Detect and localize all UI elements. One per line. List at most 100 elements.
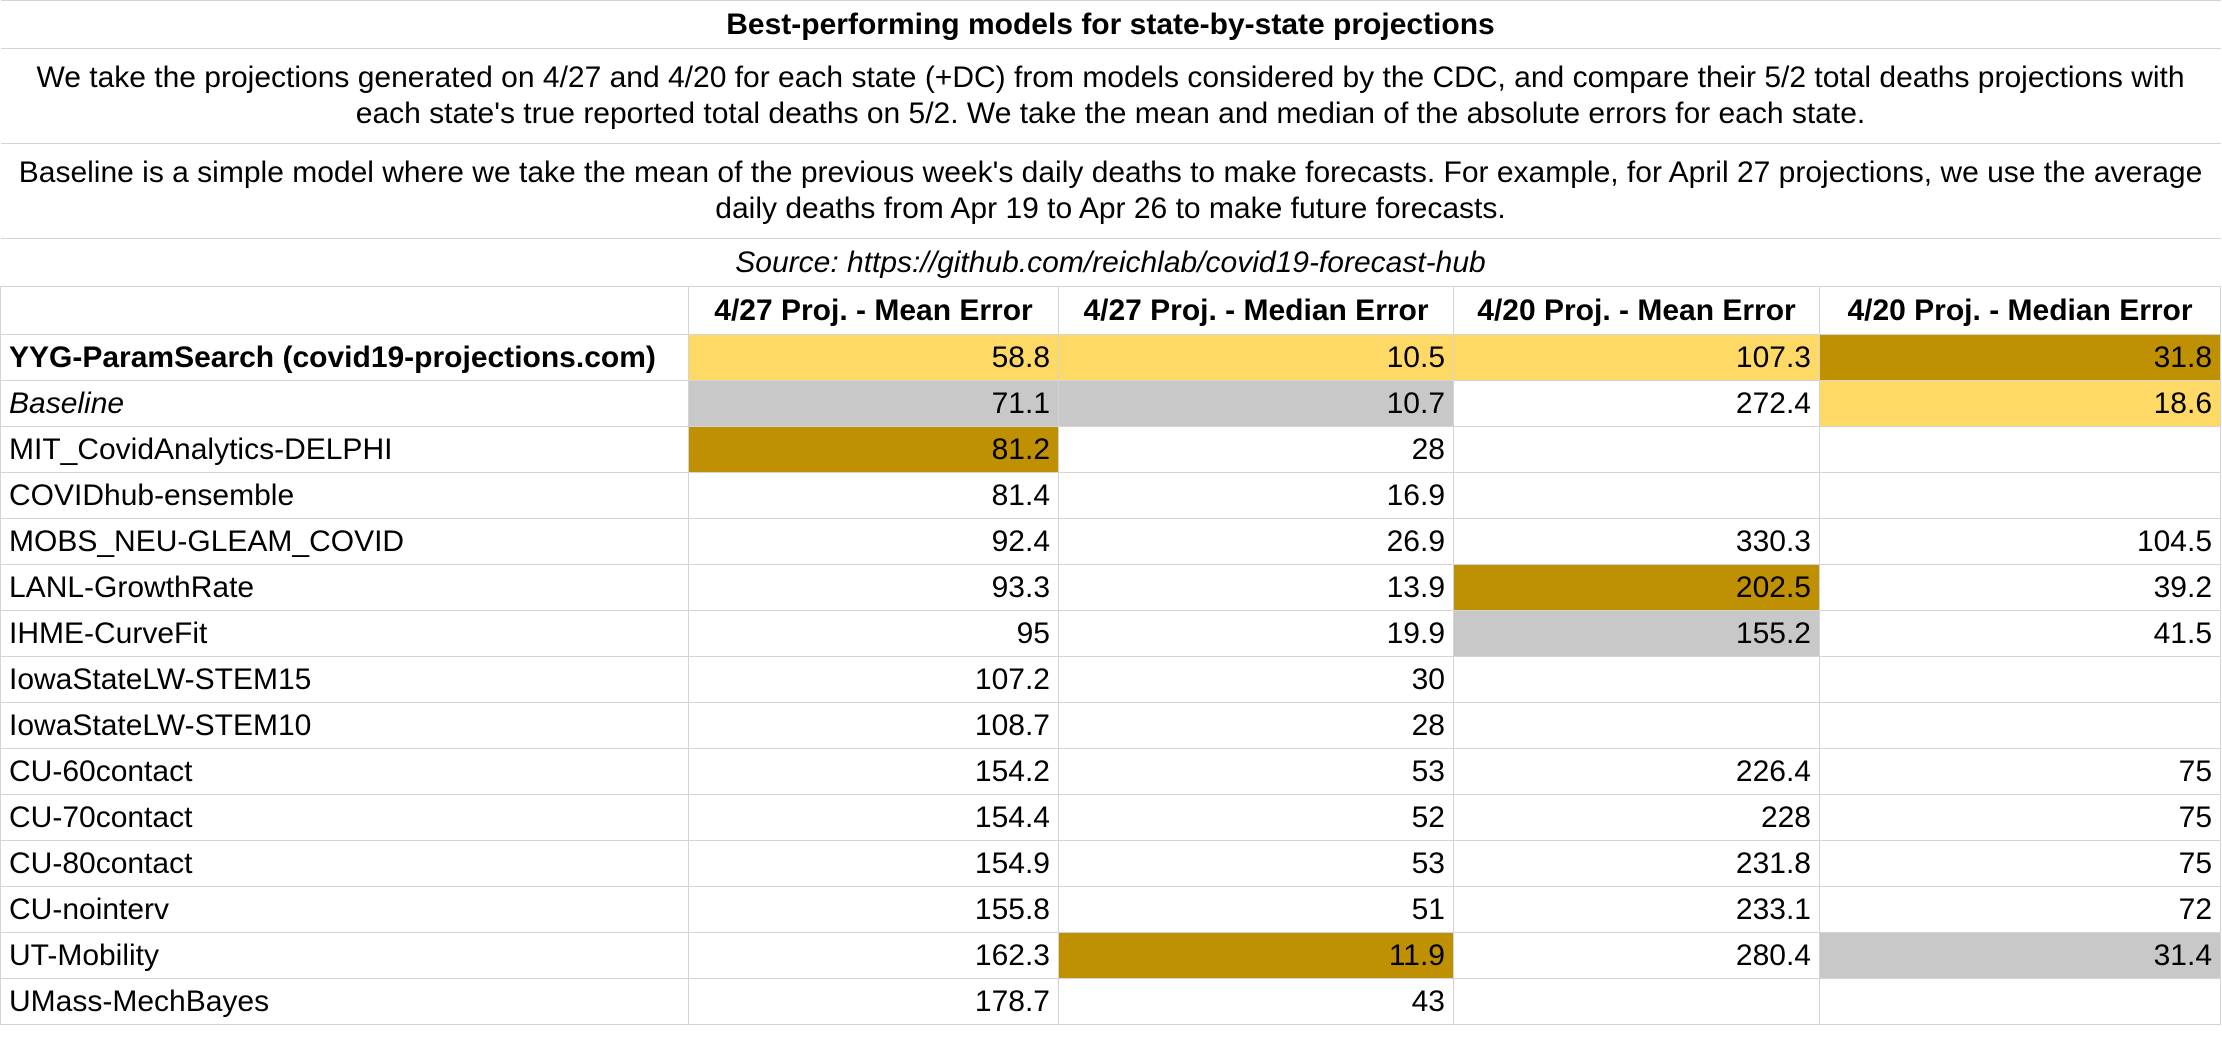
0427-median-error-cell[interactable]: 28: [1058, 702, 1454, 749]
0420-median-error-cell[interactable]: 75: [1818, 794, 2222, 841]
0420-median-error-cell[interactable]: 18.6: [1818, 380, 2222, 427]
0427-median-error-cell[interactable]: 11.9: [1058, 932, 1454, 979]
0427-mean-error-cell[interactable]: 81.4: [688, 472, 1059, 519]
0420-mean-error-cell[interactable]: [1453, 702, 1820, 749]
0427-mean-error-cell[interactable]: 155.8: [688, 886, 1059, 933]
0427-mean-error-cell[interactable]: 107.2: [688, 656, 1059, 703]
model-name-cell[interactable]: CU-80contact: [0, 840, 689, 887]
0427-median-error-cell[interactable]: 26.9: [1058, 518, 1454, 565]
0420-median-error-cell[interactable]: 41.5: [1818, 610, 2222, 657]
0420-median-error-cell[interactable]: 75: [1818, 748, 2222, 795]
0420-median-error-cell[interactable]: 104.5: [1818, 518, 2222, 565]
0427-median-error-cell[interactable]: 16.9: [1058, 472, 1454, 519]
0427-median-error-cell[interactable]: 43: [1058, 978, 1454, 1025]
model-name-cell[interactable]: UT-Mobility: [0, 932, 689, 979]
0427-median-error-cell[interactable]: 52: [1058, 794, 1454, 841]
0420-median-error-cell[interactable]: 39.2: [1818, 564, 2222, 611]
0427-mean-error-cell[interactable]: 178.7: [688, 978, 1059, 1025]
source-citation[interactable]: Source: https://github.com/reichlab/covi…: [0, 238, 2221, 287]
0420-mean-error-cell[interactable]: 272.4: [1453, 380, 1820, 427]
0420-median-error-cell[interactable]: 75: [1818, 840, 2222, 887]
0427-median-error-cell[interactable]: 10.5: [1058, 334, 1454, 381]
0420-median-error-cell[interactable]: [1818, 656, 2222, 703]
0427-median-error-cell[interactable]: 28: [1058, 426, 1454, 473]
title-row: Best-performing models for state-by-stat…: [0, 0, 2221, 49]
0420-median-error-cell[interactable]: 31.8: [1818, 334, 2222, 381]
0427-mean-error-cell[interactable]: 154.2: [688, 748, 1059, 795]
0420-mean-error-cell[interactable]: 202.5: [1453, 564, 1820, 611]
table-row: YYG-ParamSearch (covid19-projections.com…: [0, 334, 2222, 381]
0427-median-error-cell[interactable]: 53: [1058, 840, 1454, 887]
0427-mean-error-cell[interactable]: 81.2: [688, 426, 1059, 473]
table-row: MOBS_NEU-GLEAM_COVID 92.4 26.9 330.3 104.5: [0, 518, 2222, 565]
model-name-cell[interactable]: IowaStateLW-STEM10: [0, 702, 689, 749]
0420-mean-error-cell[interactable]: [1453, 656, 1820, 703]
0427-mean-error-cell[interactable]: 58.8: [688, 334, 1059, 381]
0420-median-error-cell[interactable]: [1818, 472, 2222, 519]
header-0427-median-error[interactable]: 4/27 Proj. - Median Error: [1058, 286, 1454, 335]
baseline-description[interactable]: Baseline is a simple model where we take…: [0, 143, 2221, 239]
model-name-cell[interactable]: CU-70contact: [0, 794, 689, 841]
0427-mean-error-cell[interactable]: 92.4: [688, 518, 1059, 565]
model-name-cell[interactable]: LANL-GrowthRate: [0, 564, 689, 611]
model-name-cell[interactable]: YYG-ParamSearch (covid19-projections.com…: [0, 334, 689, 381]
0427-mean-error-cell[interactable]: 154.9: [688, 840, 1059, 887]
0427-mean-error-cell[interactable]: 95: [688, 610, 1059, 657]
0427-median-error-cell[interactable]: 10.7: [1058, 380, 1454, 427]
0420-mean-error-cell[interactable]: 231.8: [1453, 840, 1820, 887]
0420-mean-error-cell[interactable]: [1453, 472, 1820, 519]
0420-mean-error-cell[interactable]: [1453, 426, 1820, 473]
table-row: COVIDhub-ensemble 81.4 16.9: [0, 472, 2222, 519]
0427-mean-error-cell[interactable]: 71.1: [688, 380, 1059, 427]
table-row: IowaStateLW-STEM10 108.7 28: [0, 702, 2222, 749]
description-row-1: We take the projections generated on 4/2…: [0, 48, 2221, 144]
0427-median-error-cell[interactable]: 30: [1058, 656, 1454, 703]
0420-median-error-cell[interactable]: [1818, 426, 2222, 473]
0420-mean-error-cell[interactable]: 228: [1453, 794, 1820, 841]
model-name-cell[interactable]: COVIDhub-ensemble: [0, 472, 689, 519]
0420-median-error-cell[interactable]: [1818, 978, 2222, 1025]
model-name-cell[interactable]: MOBS_NEU-GLEAM_COVID: [0, 518, 689, 565]
column-header-row: 4/27 Proj. - Mean Error 4/27 Proj. - Med…: [0, 286, 2222, 335]
table-row: MIT_CovidAnalytics-DELPHI 81.2 28: [0, 426, 2222, 473]
0420-mean-error-cell[interactable]: 226.4: [1453, 748, 1820, 795]
0427-median-error-cell[interactable]: 53: [1058, 748, 1454, 795]
table-row: IowaStateLW-STEM15 107.2 30: [0, 656, 2222, 703]
table-row: CU-nointerv 155.8 51 233.1 72: [0, 886, 2222, 933]
0427-median-error-cell[interactable]: 51: [1058, 886, 1454, 933]
0427-mean-error-cell[interactable]: 108.7: [688, 702, 1059, 749]
header-model[interactable]: [0, 286, 689, 335]
0427-mean-error-cell[interactable]: 154.4: [688, 794, 1059, 841]
sheet-title[interactable]: Best-performing models for state-by-stat…: [0, 0, 2221, 49]
model-name-cell[interactable]: CU-60contact: [0, 748, 689, 795]
header-0420-median-error[interactable]: 4/20 Proj. - Median Error: [1818, 286, 2222, 335]
model-name-cell[interactable]: MIT_CovidAnalytics-DELPHI: [0, 426, 689, 473]
model-name-cell[interactable]: IHME-CurveFit: [0, 610, 689, 657]
0420-median-error-cell[interactable]: 31.4: [1818, 932, 2222, 979]
table-row: LANL-GrowthRate 93.3 13.9 202.5 39.2: [0, 564, 2222, 611]
0420-mean-error-cell[interactable]: 107.3: [1453, 334, 1820, 381]
results-spreadsheet: Best-performing models for state-by-stat…: [0, 0, 2222, 1025]
table-row: IHME-CurveFit 95 19.9 155.2 41.5: [0, 610, 2222, 657]
method-description[interactable]: We take the projections generated on 4/2…: [0, 48, 2221, 144]
0420-median-error-cell[interactable]: [1818, 702, 2222, 749]
0420-mean-error-cell[interactable]: [1453, 978, 1820, 1025]
0420-mean-error-cell[interactable]: 330.3: [1453, 518, 1820, 565]
table-row: CU-80contact 154.9 53 231.8 75: [0, 840, 2222, 887]
model-name-cell[interactable]: IowaStateLW-STEM15: [0, 656, 689, 703]
0427-median-error-cell[interactable]: 13.9: [1058, 564, 1454, 611]
0420-mean-error-cell[interactable]: 233.1: [1453, 886, 1820, 933]
model-name-cell[interactable]: CU-nointerv: [0, 886, 689, 933]
0427-median-error-cell[interactable]: 19.9: [1058, 610, 1454, 657]
table-row: CU-70contact 154.4 52 228 75: [0, 794, 2222, 841]
0427-mean-error-cell[interactable]: 162.3: [688, 932, 1059, 979]
header-0427-mean-error[interactable]: 4/27 Proj. - Mean Error: [688, 286, 1059, 335]
header-0420-mean-error[interactable]: 4/20 Proj. - Mean Error: [1453, 286, 1820, 335]
table-row: UT-Mobility 162.3 11.9 280.4 31.4: [0, 932, 2222, 979]
0420-mean-error-cell[interactable]: 155.2: [1453, 610, 1820, 657]
0420-mean-error-cell[interactable]: 280.4: [1453, 932, 1820, 979]
0427-mean-error-cell[interactable]: 93.3: [688, 564, 1059, 611]
model-name-cell[interactable]: Baseline: [0, 380, 689, 427]
0420-median-error-cell[interactable]: 72: [1818, 886, 2222, 933]
model-name-cell[interactable]: UMass-MechBayes: [0, 978, 689, 1025]
